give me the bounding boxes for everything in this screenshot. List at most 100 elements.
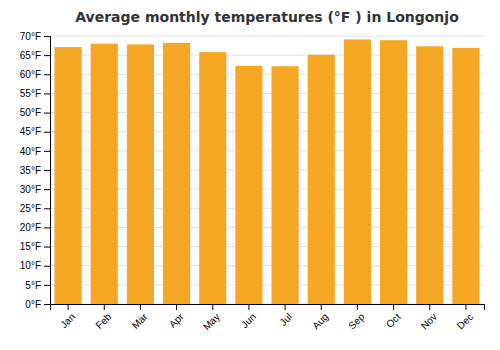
tick-mark xyxy=(44,93,50,94)
tick-label: Mar xyxy=(130,311,150,331)
y-tick: 45°F xyxy=(20,126,50,137)
y-tick: 25°F xyxy=(20,203,50,214)
bar xyxy=(452,48,479,304)
tick-label: Jan xyxy=(58,311,77,330)
bar xyxy=(91,44,118,304)
x-tick: Jul xyxy=(277,304,294,328)
tick-label: Sep xyxy=(346,311,367,332)
y-tick: 55°F xyxy=(20,88,50,99)
x-tick: Apr xyxy=(167,304,186,330)
x-tick: Sep xyxy=(346,304,367,331)
tick-label: Jun xyxy=(239,311,258,330)
tick-mark xyxy=(212,304,213,310)
tick-mark xyxy=(465,304,466,310)
x-tick: Oct xyxy=(384,304,403,330)
tick-mark xyxy=(429,304,430,310)
x-tick: May xyxy=(201,304,222,332)
bar xyxy=(127,44,154,304)
bar xyxy=(199,52,226,304)
tick-label: May xyxy=(201,311,222,332)
axis-domain xyxy=(44,37,51,305)
tick-label: 20°F xyxy=(20,222,41,233)
tick-mark xyxy=(44,55,50,56)
tick-label: 45°F xyxy=(20,126,41,137)
y-tick: 0°F xyxy=(25,299,50,310)
grid-line xyxy=(50,36,484,37)
y-tick: 60°F xyxy=(20,69,50,80)
tick-label: 60°F xyxy=(20,69,41,80)
tick-mark xyxy=(321,304,322,310)
tick-mark xyxy=(44,247,50,248)
title: Average monthly temperatures (°F ) in Lo… xyxy=(75,9,459,25)
y-tick: 40°F xyxy=(20,146,50,157)
bar xyxy=(55,47,82,304)
x-tick: Jun xyxy=(239,304,258,330)
tick-mark xyxy=(393,304,394,310)
tick-mark xyxy=(44,285,50,286)
y-tick: 10°F xyxy=(20,260,50,271)
y-tick: 50°F xyxy=(20,107,50,118)
y-axis: 0°F 5°F 10°F 15°F 20°F 25°F 30°F 35°F 40°F 45°F 50… xyxy=(20,31,51,310)
tick-label: Feb xyxy=(93,311,113,331)
tick-mark xyxy=(44,208,50,209)
tick-mark xyxy=(44,74,50,75)
x-tick: Aug xyxy=(310,304,330,331)
tick-mark xyxy=(104,304,105,310)
plot: 0°F 5°F 10°F 15°F 20°F 25°F 30°F 35°F 40°F 45°F 50… xyxy=(20,31,485,333)
tick-mark xyxy=(248,304,249,310)
bar xyxy=(235,66,262,304)
tick-mark xyxy=(68,304,69,310)
x-tick: Nov xyxy=(419,304,439,331)
x-tick: Mar xyxy=(130,304,150,331)
tick-label: 70°F xyxy=(20,31,41,42)
y-tick: 65°F xyxy=(20,50,50,61)
bar xyxy=(163,43,190,304)
tick-mark xyxy=(44,151,50,152)
x-axis: Jan Feb Mar Apr May Jun Jul Aug Sep Oct Nov Dec xyxy=(51,304,485,332)
tick-label: 55°F xyxy=(20,88,41,99)
bar xyxy=(380,40,407,304)
bars xyxy=(55,39,480,304)
tick-mark xyxy=(44,132,50,133)
tick-label: Nov xyxy=(419,311,439,331)
tick-mark xyxy=(357,304,358,310)
x-tick: Dec xyxy=(455,304,475,331)
bar xyxy=(308,55,335,304)
tick-label: 30°F xyxy=(20,184,41,195)
tick-label: Oct xyxy=(384,311,403,330)
tick-label: Jul xyxy=(277,311,294,328)
y-tick: 15°F xyxy=(20,241,50,252)
tick-label: 25°F xyxy=(20,203,41,214)
tick-label: 40°F xyxy=(20,146,41,157)
y-tick: 35°F xyxy=(20,165,50,176)
tick-label: 10°F xyxy=(20,260,41,271)
chart: 0°F 5°F 10°F 15°F 20°F 25°F 30°F 35°F 40°F 45°F 50… xyxy=(0,0,500,350)
axis-domain xyxy=(51,305,485,311)
tick-mark xyxy=(44,170,50,171)
tick-label: 5°F xyxy=(25,280,41,291)
tick-mark xyxy=(140,304,141,310)
tick-label: 50°F xyxy=(20,107,41,118)
tick-mark xyxy=(44,304,50,305)
y-tick: 30°F xyxy=(20,184,50,195)
tick-label: Aug xyxy=(310,311,330,331)
tick-mark xyxy=(44,189,50,190)
tick-label: 0°F xyxy=(25,299,41,310)
x-tick: Feb xyxy=(93,304,113,331)
tick-mark xyxy=(44,113,50,114)
tick-label: 35°F xyxy=(20,165,41,176)
tick-mark xyxy=(44,36,50,37)
x-tick: Jan xyxy=(58,304,77,330)
bar xyxy=(344,39,371,304)
tick-mark xyxy=(44,266,50,267)
tick-label: 65°F xyxy=(20,50,41,61)
tick-label: 15°F xyxy=(20,241,41,252)
tick-mark xyxy=(285,304,286,310)
tick-mark xyxy=(176,304,177,310)
y-tick: 70°F xyxy=(20,31,50,42)
y-tick: 5°F xyxy=(25,280,50,291)
y-tick: 20°F xyxy=(20,222,50,233)
grid xyxy=(50,36,484,304)
tick-label: Apr xyxy=(167,311,186,330)
tick-label: Dec xyxy=(455,311,475,331)
